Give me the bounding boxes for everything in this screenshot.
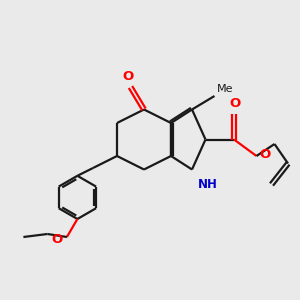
- Text: O: O: [260, 148, 271, 161]
- Text: Me: Me: [217, 85, 233, 94]
- Text: O: O: [230, 98, 241, 110]
- Text: NH: NH: [197, 178, 217, 191]
- Text: O: O: [51, 233, 62, 246]
- Text: O: O: [122, 70, 134, 83]
